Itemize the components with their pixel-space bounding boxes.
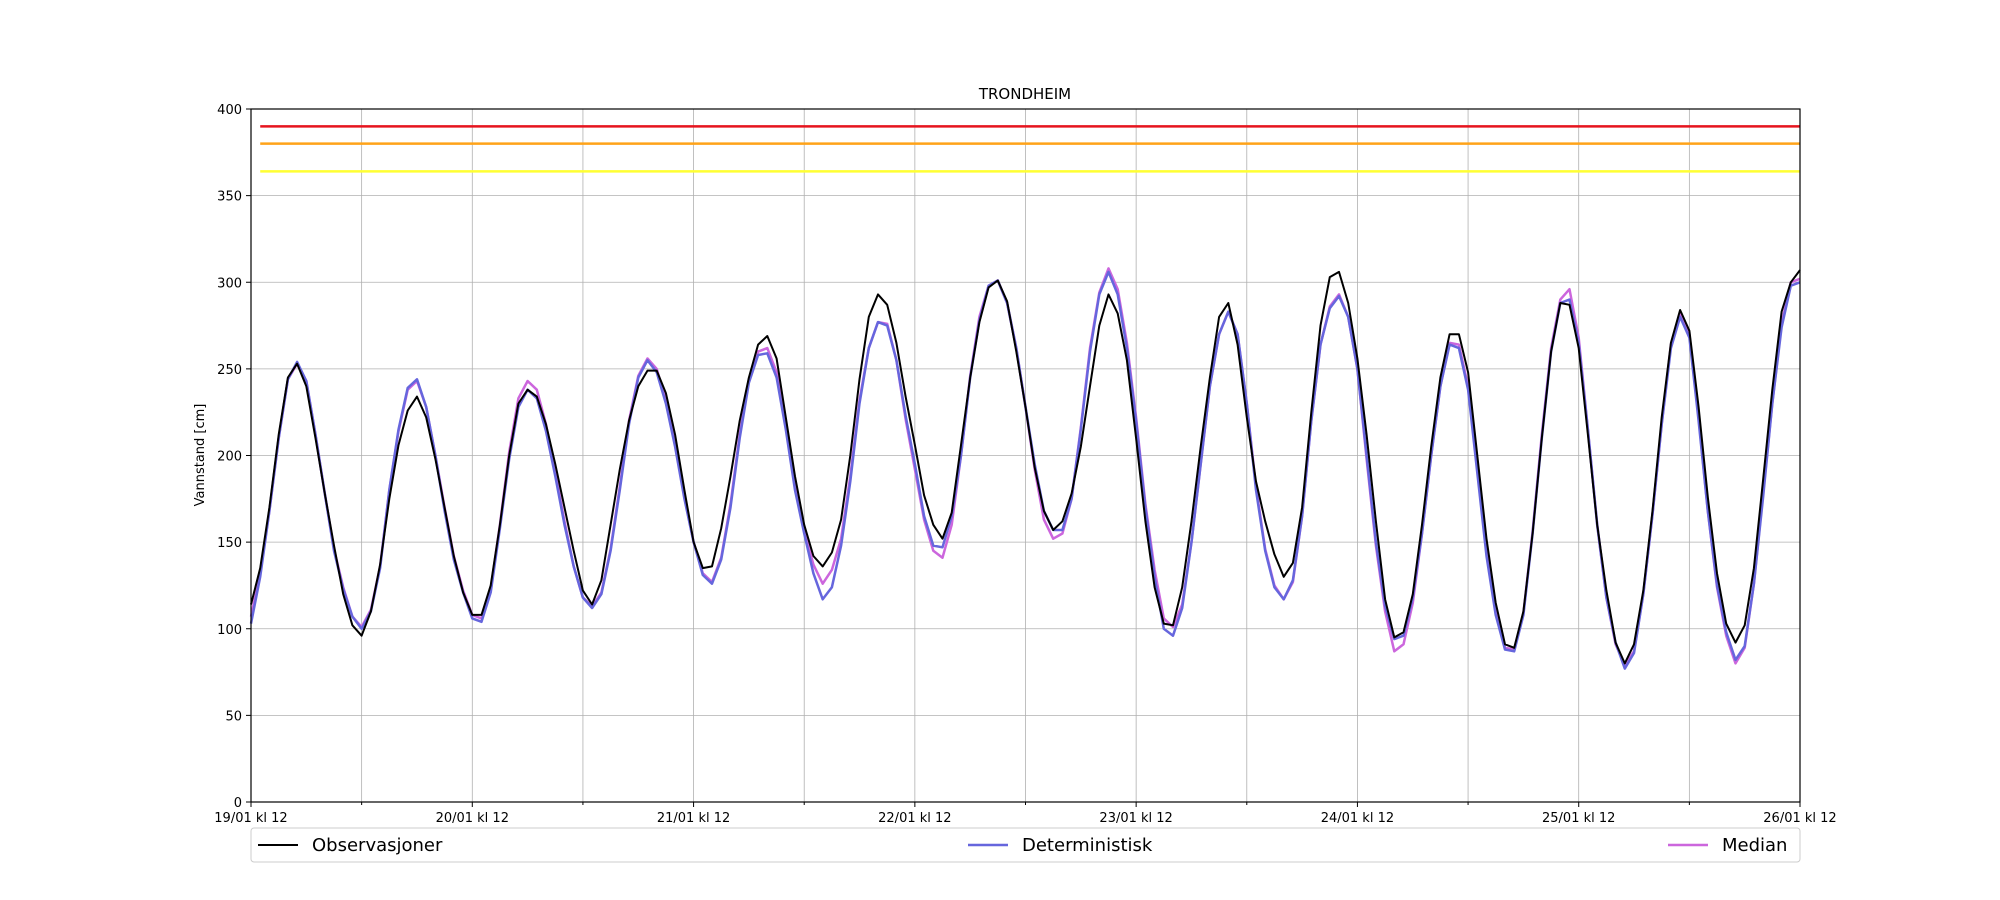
legend-box <box>250 827 1801 863</box>
y-axis: 0 50 100 150 200 250 300 350 400 <box>217 103 251 811</box>
y-tick-label: 50 <box>225 709 242 724</box>
legend-label: Deterministisk <box>1022 835 1153 856</box>
legend-label: Observasjoner <box>312 835 443 856</box>
y-tick-label: 150 <box>217 536 242 551</box>
series-line-observasjoner <box>250 269 1801 665</box>
x-tick-label: 24/01 kl 12 <box>1321 811 1394 826</box>
y-tick-label: 400 <box>217 103 242 118</box>
threshold-lines <box>260 125 1800 173</box>
y-tick-label: 100 <box>217 623 242 638</box>
chart-title: TRONDHEIM <box>978 85 1071 103</box>
y-axis-label: Vannstand [cm] <box>193 404 208 507</box>
y-tick-label: 250 <box>217 363 242 378</box>
y-tick-label: 350 <box>217 190 242 205</box>
series-lines <box>249 267 1801 670</box>
y-tick-label: 200 <box>217 450 242 465</box>
grid <box>250 108 1801 803</box>
x-tick-label: 21/01 kl 12 <box>657 811 730 826</box>
x-tick-label: 22/01 kl 12 <box>878 811 951 826</box>
x-tick-label: 20/01 kl 12 <box>436 811 509 826</box>
legend-label: Median <box>1722 835 1787 856</box>
x-axis: 19/01 kl 12 20/01 kl 12 21/01 kl 12 22/01 k… <box>214 802 1837 826</box>
legend: Observasjoner Deterministisk Median <box>250 827 1801 863</box>
y-tick-label: 0 <box>234 796 242 811</box>
x-tick-label: 23/01 kl 12 <box>1099 811 1172 826</box>
x-tick-label: 26/01 kl 12 <box>1763 811 1836 826</box>
x-tick-label: 25/01 kl 12 <box>1542 811 1615 826</box>
y-tick-label: 300 <box>217 276 242 291</box>
x-tick-label: 19/01 kl 12 <box>214 811 287 826</box>
